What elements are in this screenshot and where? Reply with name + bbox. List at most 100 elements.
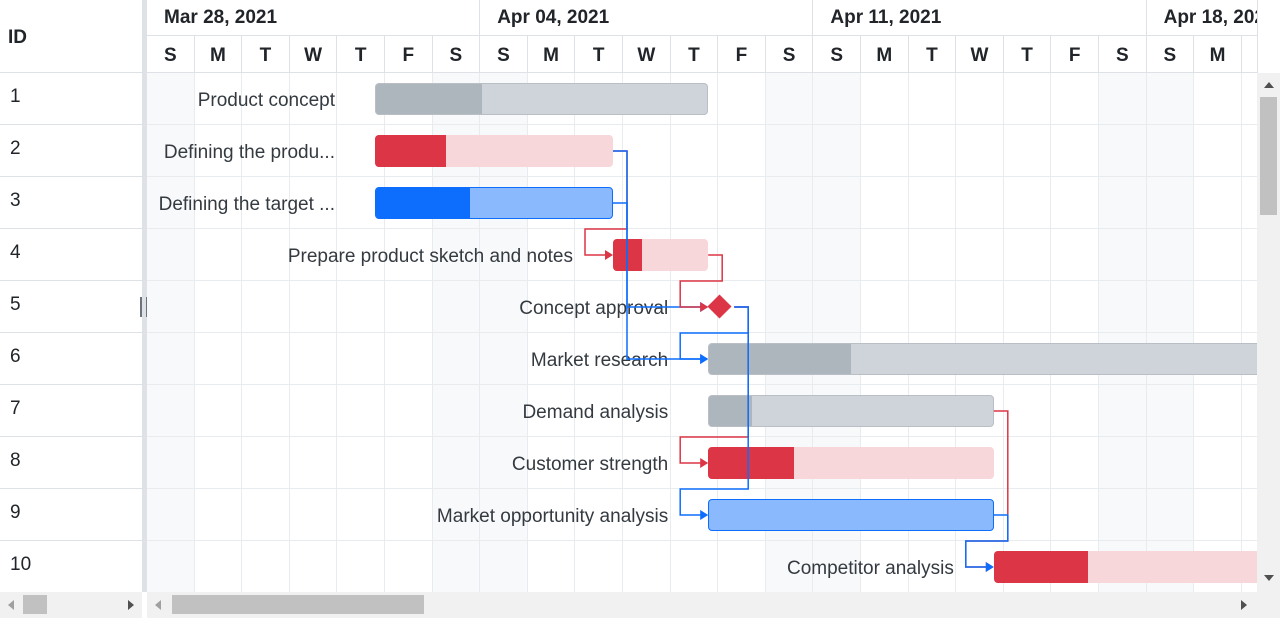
day-label: S — [1163, 45, 1177, 66]
id-cell: 7 — [10, 398, 21, 419]
task-progress-fill — [376, 84, 482, 114]
task-label: Concept approval — [519, 298, 669, 319]
day-header-cell: T — [671, 36, 719, 73]
grid-scroll-thumb[interactable] — [23, 595, 47, 614]
day-header-cell: M — [195, 36, 243, 73]
grid-line — [147, 124, 1257, 125]
day-header-cell: T — [909, 36, 957, 73]
dependency-link — [965, 410, 1009, 568]
week-label: Mar 28, 2021 — [164, 7, 278, 28]
timeline-pane: Mar 28, 2021 Apr 04, 2021 Apr 11, 2021 Apr … — [147, 0, 1257, 592]
day-header-cell: S — [147, 36, 195, 73]
id-cell: 5 — [10, 294, 21, 315]
day-label: M — [209, 45, 226, 66]
day-header-cell: T — [242, 36, 290, 73]
timeline-header: Mar 28, 2021 Apr 04, 2021 Apr 11, 2021 Apr … — [147, 0, 1257, 73]
id-row[interactable]: 5 — [0, 281, 142, 333]
id-cell: 9 — [10, 502, 21, 523]
link-arrow-icon — [605, 250, 613, 260]
id-row[interactable]: 6 — [0, 333, 142, 385]
day-label: S — [830, 45, 844, 66]
grid-line — [147, 540, 1257, 541]
id-row[interactable]: 1 — [0, 73, 142, 125]
id-row[interactable]: 7 — [0, 385, 142, 437]
day-label: M — [543, 45, 559, 66]
id-row[interactable]: 10 — [0, 541, 142, 593]
day-label: T — [259, 45, 272, 66]
day-header-cell: T — [575, 36, 623, 73]
scrollbar-corner — [1257, 592, 1280, 618]
day-label: W — [637, 45, 656, 66]
day-label: F — [402, 45, 415, 66]
scroll-up-icon[interactable] — [1264, 82, 1274, 88]
day-label: T — [1021, 45, 1033, 66]
task-bar[interactable] — [375, 135, 613, 167]
day-label: S — [782, 45, 796, 66]
week-header-cell: Mar 28, 2021 — [147, 0, 481, 36]
link-arrow-icon — [985, 562, 994, 572]
week-label: Apr 11, 2021 — [830, 7, 942, 28]
day-header-cell: F — [1051, 36, 1099, 73]
day-header-cell: S — [480, 36, 528, 73]
day-label: S — [163, 45, 177, 66]
id-column-header[interactable]: ID — [0, 0, 142, 73]
task-label: Market opportunity analysis — [436, 506, 669, 527]
task-bar[interactable] — [375, 187, 613, 219]
day-header-cell: W — [290, 36, 338, 73]
id-cell: 1 — [10, 86, 21, 107]
day-label: W — [970, 45, 989, 66]
day-header-cell: T — [1004, 36, 1052, 73]
task-label: Customer strength — [511, 454, 669, 475]
task-progress-fill — [709, 344, 852, 374]
id-cell: 4 — [10, 242, 21, 263]
task-progress-fill — [993, 551, 1089, 583]
scroll-right-icon[interactable] — [1241, 600, 1247, 610]
vertical-scroll-thumb[interactable] — [1260, 97, 1277, 215]
grid-horizontal-scrollbar[interactable] — [0, 592, 142, 618]
link-arrow-icon — [700, 458, 709, 468]
day-label: W — [304, 45, 323, 66]
scroll-right-icon[interactable] — [128, 600, 134, 610]
day-header-cell: M — [528, 36, 576, 73]
dependency-link — [679, 306, 749, 360]
day-header-cell: W — [623, 36, 671, 73]
id-row[interactable]: 3 — [0, 177, 142, 229]
task-label: Competitor analysis — [786, 558, 954, 579]
day-header-cell: M — [1194, 36, 1242, 73]
task-progress-fill — [709, 396, 752, 426]
day-header-cell: S — [433, 36, 481, 73]
id-row[interactable]: 9 — [0, 489, 142, 541]
task-bar[interactable] — [708, 395, 994, 427]
scroll-down-icon[interactable] — [1264, 575, 1274, 581]
task-bar[interactable] — [708, 499, 994, 531]
scroll-left-icon[interactable] — [8, 600, 14, 610]
timeline-scroll-thumb[interactable] — [172, 595, 424, 614]
dependency-link — [965, 514, 1009, 568]
day-header-cell: M — [861, 36, 909, 73]
grid-line — [147, 384, 1257, 385]
id-cell: 3 — [10, 190, 21, 211]
pane-splitter[interactable] — [142, 0, 147, 592]
id-row[interactable]: 2 — [0, 125, 142, 177]
timeline-horizontal-scrollbar[interactable] — [147, 592, 1257, 618]
day-label: S — [1115, 45, 1129, 66]
vertical-scrollbar[interactable] — [1257, 73, 1280, 592]
week-header-cell: Apr 18, 2021 — [1146, 0, 1257, 36]
task-bar[interactable] — [708, 343, 1257, 375]
scroll-left-icon[interactable] — [155, 600, 161, 610]
task-bar[interactable] — [375, 83, 709, 115]
day-header-cell: F — [385, 36, 433, 73]
task-bar[interactable] — [993, 551, 1257, 583]
task-bar[interactable] — [708, 447, 994, 479]
id-cell: 2 — [10, 138, 21, 159]
day-label: S — [497, 45, 510, 66]
task-label: Prepare product sketch and notes — [287, 246, 573, 267]
dependency-link — [679, 254, 723, 308]
task-progress-fill — [375, 135, 447, 167]
task-grid: ID 1 2 3 4 5 6 7 8 9 10 — [0, 0, 142, 618]
week-header-cell: Apr 04, 2021 — [480, 0, 814, 36]
id-row[interactable]: 8 — [0, 437, 142, 489]
day-label: S — [449, 45, 463, 66]
chart-body: Product concept Defining the produ... Defi… — [147, 73, 1257, 592]
id-row[interactable]: 4 — [0, 229, 142, 281]
